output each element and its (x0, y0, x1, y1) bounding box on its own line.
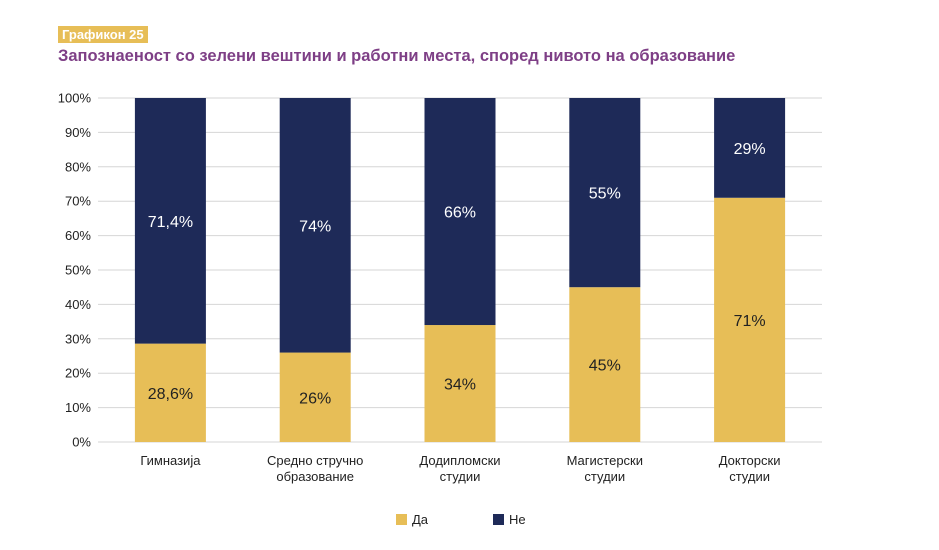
legend-label-no: Не (509, 512, 526, 527)
legend-label-yes: Да (412, 512, 429, 527)
legend-item-no: Не (493, 512, 526, 527)
data-label-yes: 28,6% (148, 386, 193, 403)
y-tick-label: 30% (65, 331, 91, 346)
bar-no (279, 98, 351, 353)
data-label-yes: 26% (299, 390, 331, 407)
bars: 28,6% 71,4% 26% 74% 34% 66% 45% 55% 71% 29% (134, 98, 786, 442)
data-label-yes: 34% (444, 377, 476, 394)
x-tick-label: студии (440, 469, 481, 484)
data-label-yes: 45% (589, 358, 621, 375)
y-tick-label: 80% (65, 159, 91, 174)
data-label-no: 29% (734, 141, 766, 158)
y-tick-label: 50% (65, 263, 91, 278)
chart-title: Запознаеност со зелени вештини и работни… (58, 47, 736, 65)
y-tick-label: 0% (72, 435, 91, 450)
x-tick-label: Додипломски (419, 453, 500, 468)
x-tick-label: Докторски (719, 453, 781, 468)
legend-item-yes: Да (396, 512, 428, 527)
y-axis: 0% 10% 20% 30% 40% 50% 60% 70% 80% 90% 100% (58, 91, 92, 450)
data-label-no: 74% (299, 218, 331, 235)
bar-no (134, 98, 206, 344)
bar-yes (714, 197, 786, 442)
bar-no (569, 98, 641, 288)
legend-swatch-no (493, 514, 504, 525)
y-tick-label: 20% (65, 366, 91, 381)
figure-label: Графикон 25 (58, 26, 148, 43)
x-tick-label: образование (276, 469, 354, 484)
data-label-no: 55% (589, 186, 621, 203)
y-tick-label: 40% (65, 297, 91, 312)
bar-no (424, 98, 496, 326)
y-tick-label: 70% (65, 194, 91, 209)
bar-no (714, 98, 786, 198)
x-tick-label: студии (584, 469, 625, 484)
y-tick-label: 10% (65, 400, 91, 415)
y-tick-label: 60% (65, 228, 91, 243)
bar-yes (279, 352, 351, 442)
bar-yes (569, 287, 641, 442)
bar-yes (424, 325, 496, 442)
legend-swatch-yes (396, 514, 407, 525)
data-label-no: 66% (444, 205, 476, 222)
bar-yes (134, 343, 206, 442)
x-tick-label: Средно стручно (267, 453, 363, 468)
x-tick-label: студии (729, 469, 770, 484)
y-tick-label: 100% (58, 91, 92, 106)
y-tick-label: 90% (65, 125, 91, 140)
data-label-no: 71,4% (148, 214, 193, 231)
x-tick-label: Магистерски (567, 453, 643, 468)
x-tick-label: Гимназија (140, 453, 201, 468)
data-label-yes: 71% (734, 313, 766, 330)
